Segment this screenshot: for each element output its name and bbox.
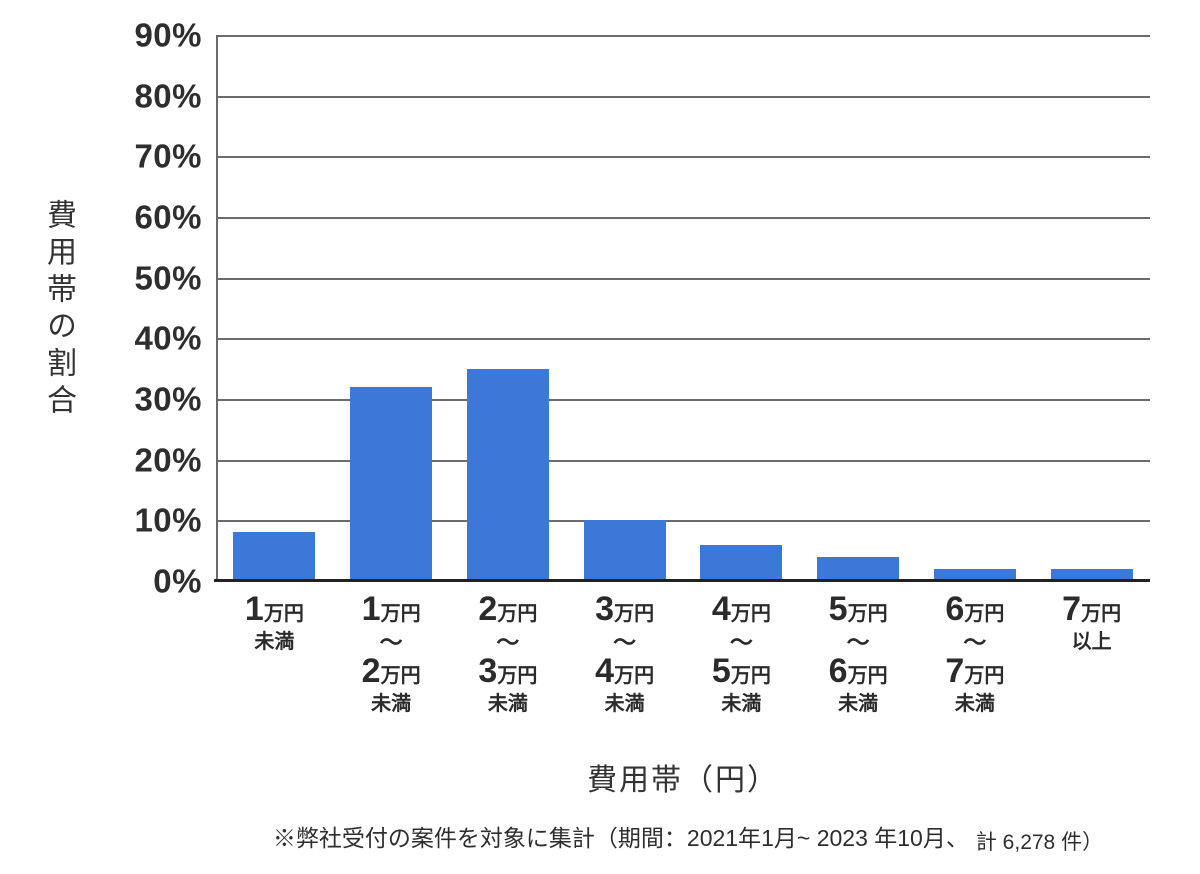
footnote: ※弊社受付の案件を対象に集計（期間：2021年1月~ 2023 年10月、計 6… — [272, 819, 1104, 854]
x-category-label-line: 6万円 — [945, 590, 1005, 628]
x-category-label-6: 5万円〜 6万円 未満 — [828, 590, 888, 718]
x-axis-line — [214, 579, 1150, 582]
x-category-label-line: 〜 — [729, 628, 753, 655]
bar-1-1万円未満 — [233, 532, 316, 581]
y-tick-label-30: 30% — [134, 380, 202, 418]
y-tick-label-40: 40% — [134, 319, 202, 357]
bar-7-6万円〜7万円未満 — [933, 568, 1016, 581]
y-tick-label-80: 80% — [134, 77, 202, 115]
y-tick-label-70: 70% — [134, 137, 202, 175]
x-category-label-1: 1万円 未満 — [244, 590, 304, 656]
gridline-90 — [216, 35, 1150, 37]
plot-area — [214, 35, 1150, 582]
x-category-label-line: 7万円 — [945, 652, 1005, 690]
x-category-label-line: 未満 — [721, 692, 762, 715]
footnote-main-text: ※弊社受付の案件を対象に集計（期間：2021年1月~ 2023 年10月、 — [272, 825, 969, 851]
x-category-label-line: 1万円 — [361, 590, 421, 628]
x-category-label-line: 5万円 — [828, 590, 888, 628]
y-axis-title: 費用帯の割合 — [42, 199, 75, 421]
y-axis-line — [216, 35, 218, 581]
gridline-80 — [216, 95, 1150, 98]
x-category-label-line: 2万円 — [478, 590, 538, 628]
x-category-label-line: 〜 — [963, 628, 987, 655]
x-category-label-line: 7万円 — [1062, 590, 1122, 628]
x-category-label-line: 未満 — [954, 692, 995, 715]
x-category-label-8: 7万円 以上 — [1062, 590, 1122, 656]
x-category-label-line: 以上 — [1071, 630, 1112, 653]
x-category-label-line: 3万円 — [478, 652, 538, 690]
x-category-label-line: 4万円 — [711, 590, 771, 628]
x-category-label-line: 未満 — [838, 692, 879, 715]
x-category-label-2: 1万円〜 2万円 未満 — [361, 590, 421, 718]
x-category-label-line: 1万円 — [244, 590, 304, 628]
x-category-label-3: 2万円〜 3万円 未満 — [478, 590, 538, 718]
bar-2-1万円〜2万円未満 — [350, 386, 433, 581]
gridline-20 — [216, 459, 1150, 462]
x-category-label-line: 〜 — [613, 628, 637, 655]
y-tick-label-20: 20% — [134, 441, 202, 479]
bar-8-7万円以上 — [1050, 568, 1133, 581]
x-category-label-line: 〜 — [496, 628, 520, 655]
bar-6-5万円〜6万円未満 — [817, 556, 900, 581]
bar-3-2万円〜3万円未満 — [466, 368, 549, 581]
gridline-10 — [216, 520, 1150, 523]
x-category-label-line: 〜 — [379, 628, 403, 655]
footnote-total-count: 計 6,278 件） — [975, 831, 1104, 854]
x-category-label-line: 未満 — [254, 630, 295, 653]
x-category-label-line: 2万円 — [361, 652, 421, 690]
gridline-50 — [216, 277, 1150, 280]
x-category-label-line: 未満 — [487, 692, 528, 715]
bar-4-3万円〜4万円未満 — [583, 520, 666, 581]
y-tick-label-0: 0% — [153, 562, 202, 600]
x-category-label-7: 6万円〜 7万円 未満 — [945, 590, 1005, 718]
y-tick-label-60: 60% — [134, 198, 202, 236]
gridline-30 — [216, 399, 1150, 401]
x-category-label-5: 4万円〜 5万円 未満 — [711, 590, 771, 718]
x-category-label-line: 4万円 — [595, 652, 655, 690]
x-category-label-line: 3万円 — [595, 590, 655, 628]
gridline-60 — [216, 217, 1150, 219]
x-category-label-line: 未満 — [604, 692, 645, 715]
x-category-label-line: 〜 — [846, 628, 870, 655]
bar-5-4万円〜5万円未満 — [700, 544, 783, 581]
gridline-40 — [216, 338, 1150, 341]
y-tick-label-10: 10% — [134, 501, 202, 539]
gridline-70 — [216, 156, 1150, 159]
y-tick-label-90: 90% — [134, 16, 202, 54]
x-category-label-line: 未満 — [371, 692, 412, 715]
x-axis-title: 費用帯（円） — [587, 764, 779, 797]
x-category-label-line: 5万円 — [711, 652, 771, 690]
y-tick-label-50: 50% — [134, 259, 202, 297]
x-category-label-4: 3万円〜 4万円 未満 — [595, 590, 655, 718]
x-category-label-line: 6万円 — [828, 652, 888, 690]
